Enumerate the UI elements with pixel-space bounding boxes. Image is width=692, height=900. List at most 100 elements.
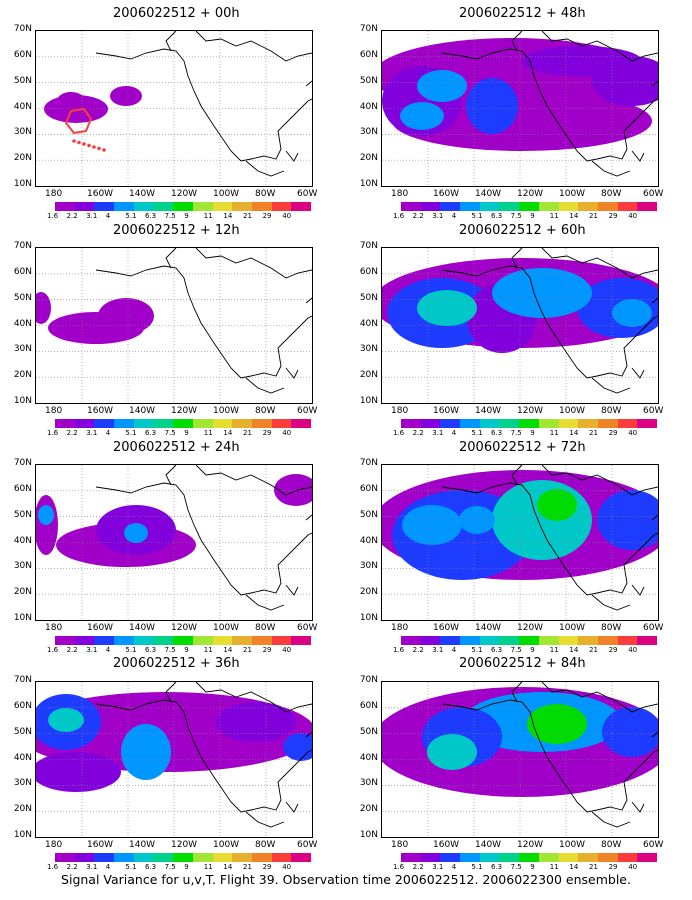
flight-track — [64, 107, 93, 135]
colorbar-swatch — [74, 419, 95, 428]
colorbar-label: 1.6 — [393, 863, 405, 871]
coastline — [130, 699, 312, 813]
colorbar-swatch — [420, 419, 441, 428]
colorbar-label: 7.5 — [510, 863, 522, 871]
coastline — [245, 811, 285, 828]
colorbar-label: 6.3 — [145, 212, 157, 220]
x-tick-label: 160W — [87, 623, 114, 633]
colorbar-swatch — [401, 202, 421, 211]
colorbar-label: 21 — [243, 429, 252, 437]
colorbar-swatch — [74, 853, 95, 862]
colorbar-swatch — [271, 202, 292, 211]
colorbar-swatch — [499, 419, 520, 428]
colorbar-swatch — [440, 419, 461, 428]
colorbar-swatch — [538, 419, 559, 428]
variance-shading — [459, 506, 495, 534]
coastline — [631, 150, 645, 162]
colorbar-swatch — [251, 853, 272, 862]
colorbar-swatch — [440, 202, 461, 211]
colorbar-label: 11 — [203, 646, 213, 654]
colorbar-swatch — [597, 853, 618, 862]
x-tick-label: 80W — [255, 406, 276, 416]
colorbar-swatch — [212, 853, 233, 862]
y-tick-label: 20N — [359, 153, 378, 164]
observation-dot — [72, 139, 76, 143]
colorbar-swatch — [401, 853, 421, 862]
colorbar-label: 7.5 — [164, 429, 176, 437]
map-svg — [382, 465, 658, 620]
variance-shading — [36, 292, 51, 324]
colorbar-label: 21 — [589, 863, 598, 871]
colorbar-swatch — [460, 202, 480, 211]
colorbar-label: 5.1 — [471, 212, 483, 220]
variance-shading — [121, 724, 171, 780]
colorbar-label: 11 — [549, 212, 559, 220]
x-tick-label: 60W — [297, 623, 318, 633]
coastline — [165, 248, 177, 269]
colorbar-label: 11 — [549, 429, 559, 437]
colorbar-label: 3.1 — [432, 646, 444, 654]
colorbar-label: 7.5 — [510, 646, 522, 654]
colorbar-swatch — [617, 202, 638, 211]
colorbar-label: 7.5 — [164, 863, 176, 871]
coastline — [285, 150, 299, 162]
colorbar — [401, 853, 657, 862]
colorbar-swatch — [153, 202, 174, 211]
colorbar-label: 5.1 — [125, 646, 137, 654]
colorbar-swatch — [617, 853, 638, 862]
y-tick-label: 40N — [359, 752, 378, 763]
colorbar-swatch — [558, 853, 579, 862]
colorbar-swatch — [232, 636, 252, 645]
colorbar-swatch — [133, 419, 154, 428]
x-tick-label: 160W — [87, 840, 114, 850]
coastline — [541, 248, 658, 279]
y-tick-label: 50N — [13, 75, 32, 86]
y-tick-label: 10N — [359, 179, 378, 189]
variance-shading — [36, 752, 121, 792]
y-tick-label: 30N — [13, 778, 32, 789]
coastline — [511, 31, 523, 52]
y-tick-label: 30N — [359, 561, 378, 572]
x-tick-label: 60W — [643, 623, 664, 633]
x-tick-label: 180 — [391, 623, 409, 633]
map-area — [381, 30, 659, 187]
colorbar-label: 29 — [262, 646, 272, 654]
colorbar-label: 29 — [608, 429, 618, 437]
y-tick-label: 60N — [13, 700, 32, 711]
y-tick-label: 60N — [13, 483, 32, 494]
colorbar-swatch — [558, 636, 579, 645]
y-tick-label: 10N — [359, 613, 378, 623]
variance-shading — [283, 733, 312, 761]
colorbar-swatch — [499, 636, 520, 645]
colorbar — [55, 853, 311, 862]
colorbar-label: 21 — [589, 212, 598, 220]
coastline — [165, 682, 177, 703]
colorbar-swatch — [637, 202, 657, 211]
colorbar-label: 3.1 — [86, 212, 98, 220]
coastline — [195, 248, 312, 279]
colorbar-swatch — [460, 636, 480, 645]
variance-shading — [110, 86, 142, 106]
colorbar-label: 21 — [589, 646, 598, 654]
x-tick-label: 140W — [475, 840, 502, 850]
x-tick-label: 80W — [255, 623, 276, 633]
coastline — [441, 269, 478, 277]
colorbar-swatch — [173, 419, 193, 428]
y-tick-label: 60N — [359, 700, 378, 711]
coastline — [305, 731, 312, 738]
variance-shading — [612, 299, 652, 327]
x-tick-label: 60W — [297, 840, 318, 850]
colorbar-swatch — [578, 202, 598, 211]
colorbar-label: 7.5 — [510, 212, 522, 220]
coastline — [511, 682, 523, 703]
colorbar-swatch — [114, 636, 134, 645]
colorbar-swatch — [597, 636, 618, 645]
colorbar-label: 1.6 — [47, 863, 59, 871]
colorbar-label: 5.1 — [471, 646, 483, 654]
map-svg — [382, 682, 658, 837]
y-tick-label: 50N — [13, 509, 32, 520]
x-tick-label: 120W — [517, 840, 544, 850]
x-tick-label: 100W — [559, 189, 586, 199]
colorbar-label: 40 — [628, 429, 638, 437]
map-svg — [36, 465, 312, 620]
